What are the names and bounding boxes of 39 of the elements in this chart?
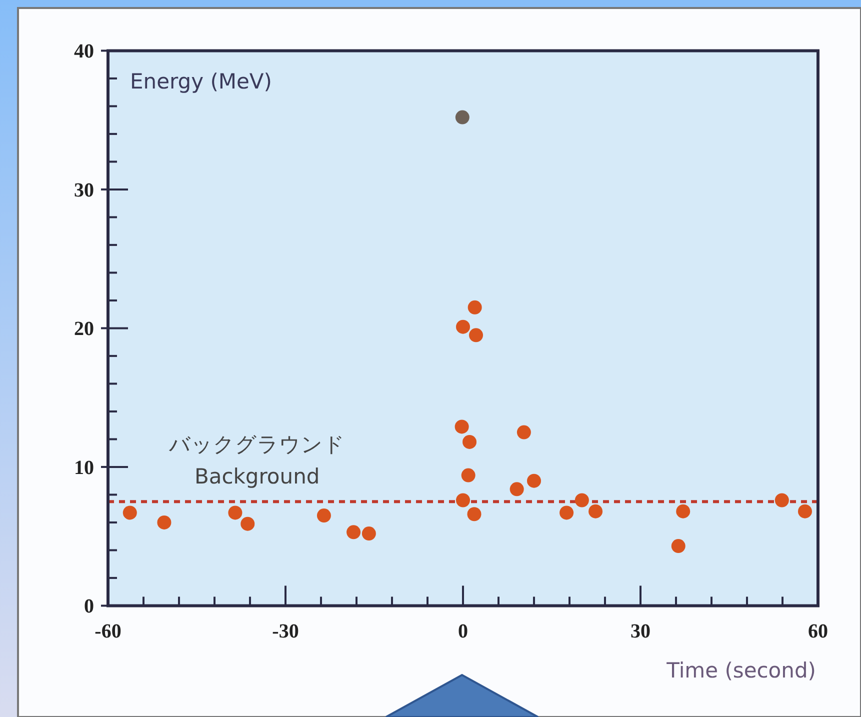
y-tick-label: 20 [74,318,94,340]
y-tick-label: 30 [74,179,94,202]
point [516,425,531,440]
point [157,515,172,530]
point [462,434,477,449]
point [510,482,524,496]
point [774,493,789,508]
point [456,320,470,334]
point [468,300,482,314]
y-tick-label: 0 [84,596,94,618]
point [454,420,469,434]
point [560,506,574,520]
point [676,504,690,518]
point [574,493,589,508]
x-tick-label: -60 [94,620,122,643]
point [316,508,331,523]
x-tick-label: 0 [458,620,468,643]
point [469,328,484,342]
point [456,493,470,508]
point [671,539,686,554]
y-tick-label: 40 [74,40,94,63]
y-axis-title: Energy (MeV) [130,70,272,94]
point [455,110,470,124]
point [461,468,476,482]
point [588,504,603,518]
point [122,506,137,520]
point [362,526,376,541]
point [346,525,361,540]
y-tick-label: 10 [74,456,94,479]
point [798,504,812,518]
ref-line-label: バックグラウンド Background [168,432,346,489]
point [527,474,541,488]
point [467,507,482,522]
x-tick-label: -30 [272,620,299,643]
x-tick-label: 60 [808,620,828,643]
point [228,506,242,520]
point [240,516,255,531]
x-axis-title: Time (second) [666,658,816,683]
x-tick-label: 30 [630,620,650,643]
